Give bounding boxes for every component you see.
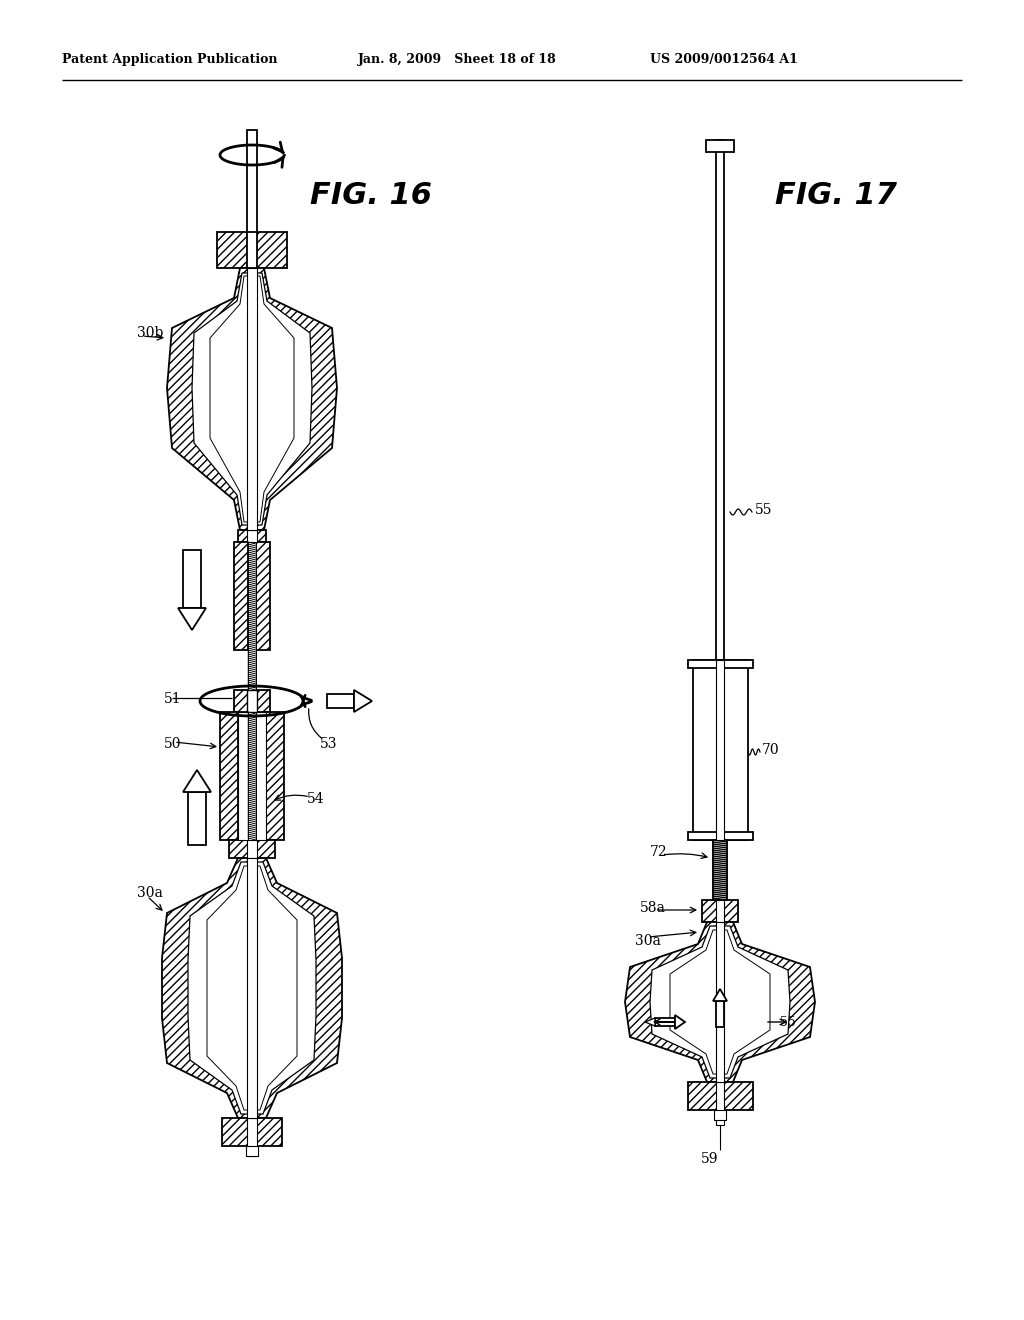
Bar [687, 832, 753, 840]
Bar [247, 1118, 257, 1156]
Bar [229, 840, 275, 858]
Text: 58a: 58a [640, 902, 666, 915]
Bar [238, 711, 266, 840]
Polygon shape [183, 550, 201, 609]
Text: 70: 70 [762, 743, 779, 756]
Bar [687, 660, 753, 668]
Polygon shape [650, 927, 790, 1078]
Bar [234, 543, 248, 649]
Text: 55: 55 [755, 503, 772, 517]
Polygon shape [207, 866, 297, 1110]
Polygon shape [675, 1015, 685, 1030]
Bar [247, 268, 257, 531]
Polygon shape [670, 931, 770, 1074]
Polygon shape [183, 770, 211, 792]
Bar [247, 232, 257, 268]
Polygon shape [188, 862, 316, 1114]
Polygon shape [167, 268, 337, 531]
Bar [247, 690, 257, 711]
Polygon shape [354, 690, 372, 711]
Bar [247, 840, 257, 858]
Bar [687, 1082, 753, 1110]
Text: 53: 53 [319, 737, 338, 751]
Bar [256, 543, 270, 649]
Bar [247, 858, 257, 1118]
Bar [248, 711, 256, 840]
Polygon shape [193, 273, 312, 525]
Bar [716, 1082, 724, 1125]
Polygon shape [162, 858, 342, 1118]
Bar [713, 840, 727, 900]
Text: 72: 72 [650, 845, 668, 859]
Bar [217, 232, 287, 268]
Text: Jan. 8, 2009   Sheet 18 of 18: Jan. 8, 2009 Sheet 18 of 18 [358, 54, 557, 66]
Polygon shape [625, 921, 815, 1082]
Bar [716, 921, 724, 1082]
Bar [248, 543, 256, 690]
Text: 30a: 30a [137, 886, 163, 900]
Text: FIG. 16: FIG. 16 [310, 181, 432, 210]
Text: US 2009/0012564 A1: US 2009/0012564 A1 [650, 54, 798, 66]
Text: 55: 55 [780, 1015, 796, 1028]
Text: 59: 59 [701, 1152, 719, 1166]
Bar [706, 140, 734, 152]
Text: 54: 54 [307, 792, 325, 807]
Polygon shape [327, 694, 354, 708]
Bar [266, 711, 284, 840]
Bar [238, 531, 266, 543]
Bar [247, 129, 257, 235]
Bar [234, 690, 270, 711]
Bar [716, 660, 724, 840]
Text: 30b: 30b [137, 326, 164, 341]
Bar [716, 900, 724, 921]
Polygon shape [713, 989, 727, 1001]
Bar [246, 1146, 258, 1156]
Bar [702, 900, 738, 921]
Bar [222, 1118, 282, 1146]
Bar [692, 660, 748, 840]
Text: 50: 50 [164, 737, 181, 751]
Text: FIG. 17: FIG. 17 [775, 181, 897, 210]
Polygon shape [178, 609, 206, 630]
Bar [714, 1110, 726, 1119]
Bar [716, 140, 724, 660]
Text: 51: 51 [164, 692, 181, 706]
Bar [220, 711, 238, 840]
Text: 30a: 30a [635, 935, 660, 948]
Polygon shape [188, 792, 206, 845]
Polygon shape [210, 276, 294, 521]
Polygon shape [655, 1018, 675, 1026]
Polygon shape [716, 1001, 724, 1027]
Text: Patent Application Publication: Patent Application Publication [62, 54, 278, 66]
Bar [247, 531, 257, 543]
Polygon shape [645, 1018, 675, 1026]
